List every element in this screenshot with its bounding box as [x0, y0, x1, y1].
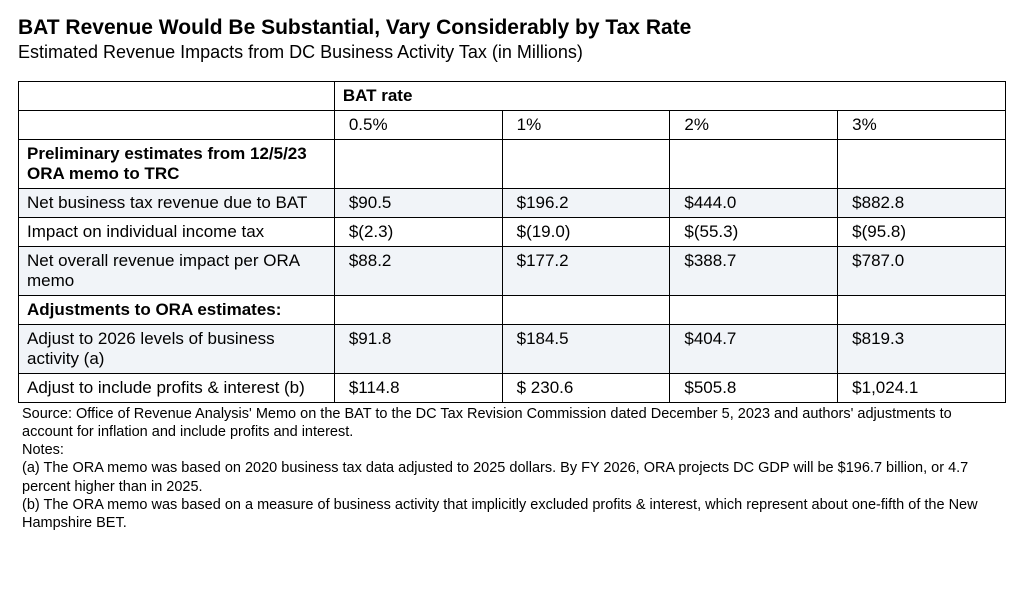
footnote-a: (a) The ORA memo was based on 2020 busin…	[22, 459, 1002, 495]
cell: $388.7	[670, 247, 838, 296]
page-title: BAT Revenue Would Be Substantial, Vary C…	[18, 16, 1006, 40]
cell: $88.2	[334, 247, 502, 296]
cell: $ 230.6	[502, 374, 670, 403]
page-subtitle: Estimated Revenue Impacts from DC Busine…	[18, 42, 1006, 63]
table-row: Adjustments to ORA estimates:	[19, 296, 1006, 325]
cell: $505.8	[670, 374, 838, 403]
rate-header: BAT rate	[334, 82, 1005, 111]
table-row: Net overall revenue impact per ORA memo …	[19, 247, 1006, 296]
cell: $90.5	[334, 189, 502, 218]
rate-col-2: 2%	[670, 111, 838, 140]
cell: $1,024.1	[838, 374, 1006, 403]
row-label: Adjust to 2026 levels of business activi…	[19, 325, 335, 374]
cell: $444.0	[670, 189, 838, 218]
rate-col-3: 3%	[838, 111, 1006, 140]
footnote-source: Source: Office of Revenue Analysis' Memo…	[22, 405, 1002, 441]
cell: $184.5	[502, 325, 670, 374]
cell: $(95.8)	[838, 218, 1006, 247]
cell: $882.8	[838, 189, 1006, 218]
footnote-notes-label: Notes:	[22, 441, 1002, 459]
rate-col-0: 0.5%	[334, 111, 502, 140]
cell: $(2.3)	[334, 218, 502, 247]
row-label: Net overall revenue impact per ORA memo	[19, 247, 335, 296]
row-label: Adjust to include profits & interest (b)	[19, 374, 335, 403]
cell: $404.7	[670, 325, 838, 374]
rate-col-1: 1%	[502, 111, 670, 140]
table-row: Impact on individual income tax $(2.3) $…	[19, 218, 1006, 247]
cell: $177.2	[502, 247, 670, 296]
table-row: 0.5% 1% 2% 3%	[19, 111, 1006, 140]
cell: $(19.0)	[502, 218, 670, 247]
footnotes: Source: Office of Revenue Analysis' Memo…	[18, 405, 1006, 532]
row-label: Net business tax revenue due to BAT	[19, 189, 335, 218]
section-header-1: Preliminary estimates from 12/5/23 ORA m…	[19, 140, 335, 189]
section-header-2: Adjustments to ORA estimates:	[19, 296, 335, 325]
cell: $819.3	[838, 325, 1006, 374]
table-row: Preliminary estimates from 12/5/23 ORA m…	[19, 140, 1006, 189]
cell: $787.0	[838, 247, 1006, 296]
cell: $(55.3)	[670, 218, 838, 247]
table-row: Adjust to include profits & interest (b)…	[19, 374, 1006, 403]
revenue-table: BAT rate 0.5% 1% 2% 3% Preliminary estim…	[18, 81, 1006, 403]
cell: $196.2	[502, 189, 670, 218]
row-label: Impact on individual income tax	[19, 218, 335, 247]
table-row: Adjust to 2026 levels of business activi…	[19, 325, 1006, 374]
table-row: BAT rate	[19, 82, 1006, 111]
table-row: Net business tax revenue due to BAT $90.…	[19, 189, 1006, 218]
cell: $91.8	[334, 325, 502, 374]
footnote-b: (b) The ORA memo was based on a measure …	[22, 496, 1002, 532]
cell: $114.8	[334, 374, 502, 403]
